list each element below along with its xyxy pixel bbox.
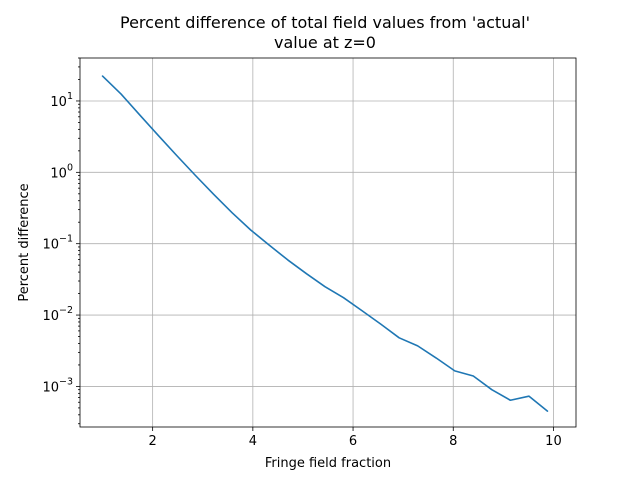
chart-title-line-1: Percent difference of total field values… — [120, 13, 530, 32]
y-tick-label-exponent: −3 — [59, 376, 73, 387]
x-tick-label: 8 — [449, 434, 457, 449]
plot-area-frame — [80, 58, 576, 427]
y-tick-label-exponent: 1 — [67, 91, 73, 102]
y-tick-label-exponent: −1 — [59, 234, 73, 245]
y-tick-label-base: 10 — [50, 166, 67, 181]
y-tick-label-base: 10 — [42, 309, 59, 324]
chart-title: Percent difference of total field values… — [120, 13, 530, 52]
x-axis-label: Fringe field fraction — [265, 456, 391, 471]
x-tick-label: 6 — [349, 434, 357, 449]
y-tick-label: 10−2 — [42, 305, 73, 324]
y-tick-label-exponent: 0 — [67, 162, 73, 173]
x-axis-ticks: 2 4 6 8 10 — [149, 427, 562, 449]
y-tick-label-base: 10 — [42, 238, 59, 253]
chart-title-line-2: value at z=0 — [274, 33, 376, 52]
x-tick-label: 4 — [249, 434, 257, 449]
y-tick-label-base: 10 — [42, 380, 59, 395]
x-tick-label: 2 — [149, 434, 157, 449]
y-tick-label: 101 — [50, 91, 73, 110]
grid — [80, 58, 576, 427]
y-tick-label: 10−3 — [42, 376, 73, 395]
y-tick-label: 10−1 — [42, 234, 73, 253]
y-tick-label-exponent: −2 — [59, 305, 73, 316]
y-axis-label: Percent difference — [17, 183, 32, 301]
y-tick-label-base: 10 — [50, 95, 67, 110]
y-tick-label: 100 — [50, 162, 73, 181]
x-tick-label: 10 — [545, 434, 562, 449]
